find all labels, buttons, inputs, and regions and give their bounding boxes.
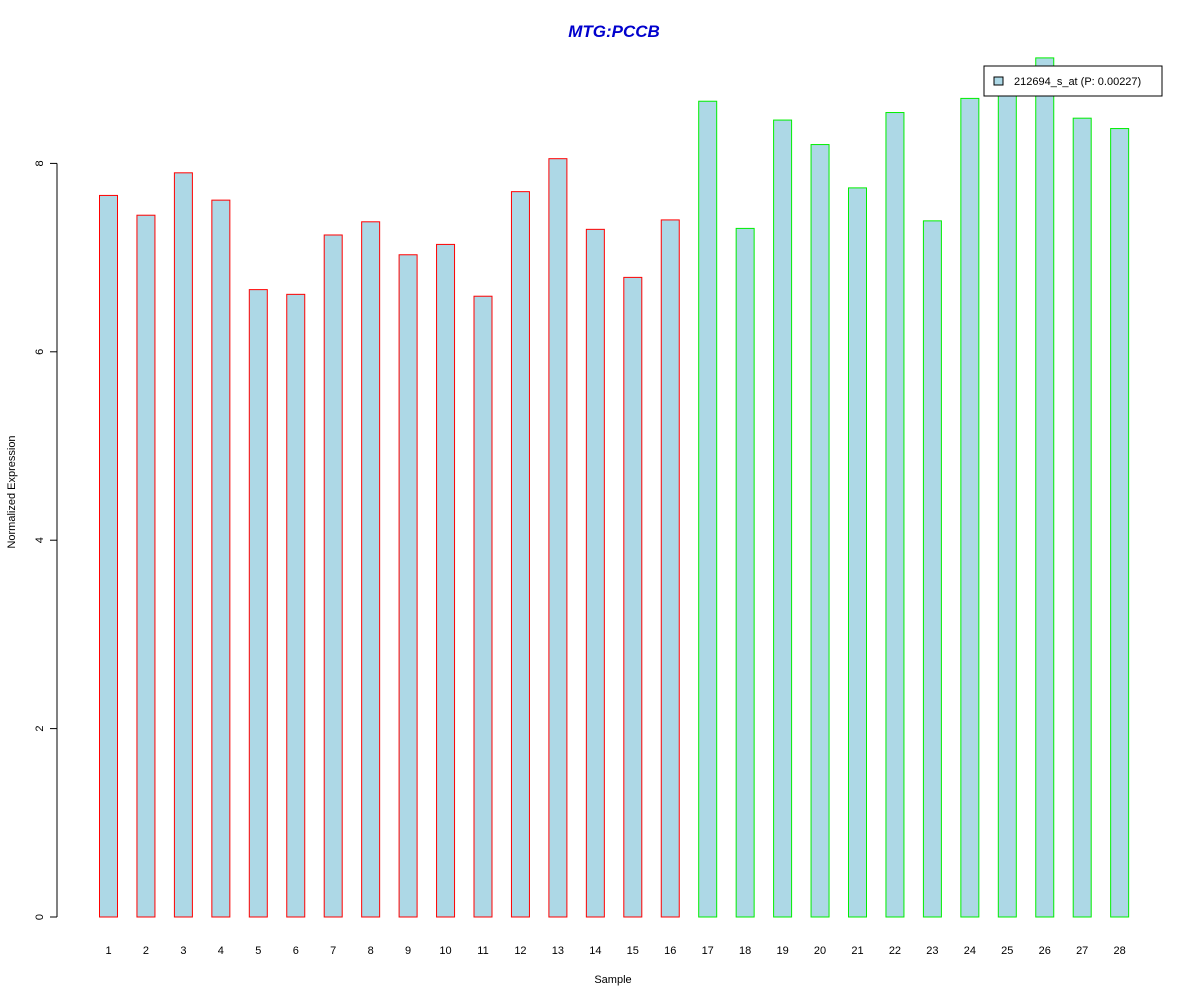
- bar-sample-26: [1035, 57, 1055, 918]
- x-tick-label: 10: [439, 945, 451, 957]
- y-tick-label: 8: [34, 160, 46, 166]
- bar-sample-16: [660, 219, 680, 918]
- x-tick-label: 7: [330, 945, 336, 957]
- legend-box: [983, 65, 1163, 97]
- x-tick-label: 5: [255, 945, 261, 957]
- bar-sample-21: [848, 187, 867, 918]
- bar-sample-13: [548, 158, 568, 918]
- bar-sample-8: [361, 221, 381, 918]
- legend-label: 212694_s_at (P: 0.00227): [1014, 76, 1141, 88]
- y-tick-label: 2: [34, 726, 46, 732]
- y-tick-label: 4: [34, 537, 46, 543]
- bar-sample-24: [960, 97, 980, 918]
- x-tick-label: 27: [1076, 945, 1088, 957]
- bar-sample-11: [473, 295, 493, 918]
- bar-sample-28: [1110, 128, 1130, 918]
- x-tick-label: 21: [851, 945, 863, 957]
- x-tick-label: 15: [627, 945, 639, 957]
- x-tick-label: 12: [514, 945, 526, 957]
- bar-sample-25: [997, 80, 1017, 918]
- y-axis: 0 2 4 6 8: [34, 160, 58, 920]
- bar-sample-1: [99, 194, 118, 918]
- bar-sample-19: [773, 119, 793, 918]
- bar-sample-14: [585, 228, 605, 918]
- bar-sample-12: [510, 191, 530, 918]
- x-tick-label: 13: [552, 945, 564, 957]
- bar-sample-2: [136, 214, 156, 918]
- bars: [99, 57, 1130, 918]
- x-tick-label: 24: [964, 945, 976, 957]
- legend: 212694_s_at (P: 0.00227): [983, 65, 1163, 97]
- x-tick-label: 6: [293, 945, 299, 957]
- bar-sample-3: [173, 172, 193, 918]
- bar-sample-5: [248, 289, 268, 918]
- bar-sample-22: [885, 112, 905, 918]
- x-tick-label: 20: [814, 945, 826, 957]
- x-tick-label: 17: [702, 945, 714, 957]
- x-tick-label: 28: [1114, 945, 1126, 957]
- x-tick-label: 8: [368, 945, 374, 957]
- x-tick-label: 11: [477, 945, 488, 957]
- bar-sample-10: [436, 243, 456, 918]
- x-tick-label: 9: [405, 945, 411, 957]
- x-tick-label: 25: [1001, 945, 1013, 957]
- x-tick-label: 19: [776, 945, 788, 957]
- x-tick-label: 26: [1039, 945, 1051, 957]
- bar-sample-27: [1072, 117, 1092, 918]
- x-tick-label: 1: [105, 945, 111, 957]
- bar-sample-9: [398, 254, 418, 918]
- y-axis-label: Normalized Expression: [6, 435, 18, 548]
- y-tick-label: 6: [34, 349, 46, 355]
- bar-sample-17: [698, 100, 718, 918]
- bar-sample-6: [286, 293, 306, 918]
- y-tick-label: 0: [34, 914, 46, 920]
- x-tick-label: 3: [180, 945, 186, 957]
- x-tick-label: 2: [143, 945, 149, 957]
- x-tick-label: 14: [589, 945, 601, 957]
- legend-swatch: [993, 76, 1004, 86]
- chart-title: MTG:PCCB: [568, 22, 660, 41]
- x-tick-labels: 1 2 3 4 5 6 7 8 9 10 11 12 13 14 15 16 17 18 19 20 21 22 23 24 2…: [105, 945, 1125, 957]
- x-tick-label: 18: [739, 945, 751, 957]
- x-tick-label: 23: [926, 945, 938, 957]
- bar-sample-18: [735, 227, 755, 918]
- x-tick-label: 16: [664, 945, 676, 957]
- bar-sample-20: [810, 144, 830, 918]
- x-tick-label: 22: [889, 945, 901, 957]
- bar-sample-7: [323, 234, 343, 918]
- bar-sample-15: [623, 276, 643, 918]
- bar-sample-23: [922, 220, 942, 918]
- x-tick-label: 4: [218, 945, 224, 957]
- bar-sample-4: [211, 199, 231, 918]
- x-axis-label: Sample: [594, 974, 631, 986]
